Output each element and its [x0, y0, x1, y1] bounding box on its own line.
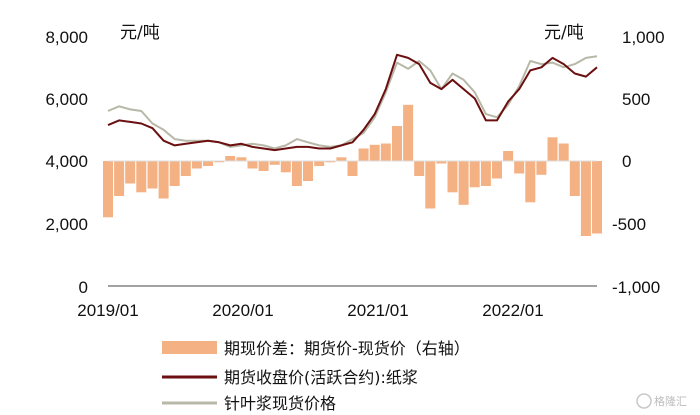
spread-bars — [103, 104, 602, 236]
spread-bar — [525, 161, 536, 203]
spread-bar — [269, 161, 280, 165]
spread-bar — [514, 161, 525, 174]
spread-bar — [103, 161, 113, 218]
spread-bar — [203, 161, 213, 166]
watermark-text: 格隆汇 — [654, 394, 687, 408]
spread-bar — [258, 161, 269, 171]
x-tick-label: 2022/01 — [482, 301, 543, 320]
spread-bar — [580, 161, 591, 236]
spread-bar — [592, 161, 602, 234]
right-tick-label: 500 — [622, 90, 650, 109]
left-tick-label: 2,000 — [45, 215, 88, 234]
left-tick-label: 0 — [79, 278, 88, 297]
spread-bar — [336, 157, 347, 162]
spread-bar — [536, 161, 547, 175]
spread-bar — [369, 144, 380, 162]
spread-bar — [347, 161, 358, 176]
spread-bar — [425, 161, 436, 209]
left-axis-unit: 元/吨 — [120, 23, 160, 43]
spread-bar — [247, 161, 258, 169]
price-lines — [107, 53, 598, 152]
watermark-icon — [636, 393, 652, 409]
spread-bar — [458, 161, 469, 205]
right-tick-label: -1,000 — [612, 278, 660, 297]
spread-bar — [236, 157, 247, 162]
right-tick-label: 1,000 — [622, 28, 665, 47]
spread-bar — [225, 156, 236, 161]
x-tick-label: 2019/01 — [77, 301, 138, 320]
spread-bar — [503, 151, 514, 161]
spread-bar — [492, 161, 502, 179]
left-tick-label: 8,000 — [45, 28, 88, 47]
spread-bar — [392, 126, 402, 161]
futures-price-line — [107, 53, 598, 152]
spread-bar — [547, 137, 558, 162]
left-tick-label: 4,000 — [45, 152, 88, 171]
watermark-logo: 格隆汇 — [636, 393, 687, 409]
spread-bar — [280, 161, 291, 173]
spread-bar — [558, 143, 569, 161]
spread-bar — [314, 161, 325, 166]
spread-bar — [358, 148, 369, 161]
spread-bar — [414, 161, 425, 176]
spread-bar — [125, 161, 136, 184]
x-tick-label: 2021/01 — [347, 301, 408, 320]
legend-swatch-spread — [162, 341, 217, 354]
spread-bar — [447, 161, 458, 193]
spread-bar — [114, 161, 125, 196]
spot-price-line — [107, 55, 598, 150]
spread-bar — [136, 161, 147, 193]
spread-bar — [169, 161, 180, 186]
spread-bar — [569, 161, 580, 196]
legend-label-futures: 期货收盘价(活跃合约):纸浆 — [224, 368, 418, 387]
right-axis-unit: 元/吨 — [544, 23, 584, 43]
spread-bar — [436, 161, 447, 164]
spread-bar — [469, 161, 480, 188]
right-tick-label: -500 — [612, 215, 646, 234]
spread-bar — [380, 143, 391, 161]
spread-bar — [291, 161, 302, 186]
right-tick-label: 0 — [622, 152, 631, 171]
spread-bar — [480, 161, 491, 186]
spread-bar — [214, 161, 225, 163]
x-tick-label: 2020/01 — [212, 301, 273, 320]
left-tick-label: 6,000 — [45, 90, 88, 109]
spread-bar — [325, 161, 336, 163]
spread-bar — [147, 161, 158, 189]
spread-bar — [303, 161, 313, 181]
spread-bar — [180, 161, 191, 176]
spread-bar — [158, 161, 169, 199]
legend-label-spot: 针叶浆现货价格 — [224, 394, 336, 413]
legend-label-spread: 期现价差：期货价-现货价（右轴） — [224, 339, 470, 358]
spread-bar — [191, 161, 202, 169]
spread-bar — [403, 104, 414, 162]
